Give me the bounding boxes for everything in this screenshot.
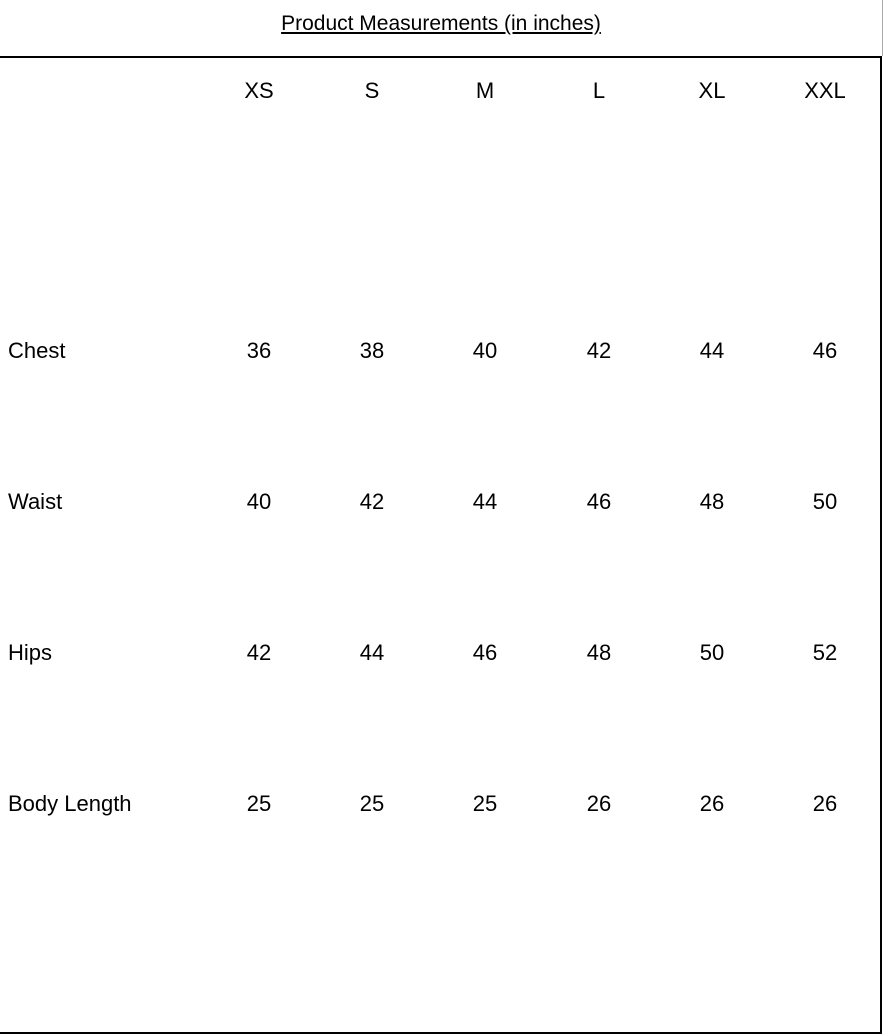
measurement-cell: 48: [699, 489, 725, 514]
measurement-cell: 40: [472, 338, 498, 363]
measurement-cell: 52: [812, 640, 838, 665]
row-label: Chest: [8, 338, 66, 363]
measurement-cell: 48: [586, 640, 612, 665]
measurement-cell: 25: [359, 791, 385, 816]
size-header-s: S: [364, 78, 380, 103]
measurement-cell: 40: [246, 489, 272, 514]
measurement-cell: 44: [359, 640, 385, 665]
measurement-cell: 46: [586, 489, 612, 514]
measurement-cell: 26: [812, 791, 838, 816]
title-area: Product Measurements (in inches): [0, 0, 883, 56]
measurement-cell: 36: [246, 338, 272, 363]
measurement-cell: 42: [246, 640, 272, 665]
measurement-cell: 50: [812, 489, 838, 514]
size-header-xs: XS: [244, 78, 274, 103]
size-header-l: L: [592, 78, 606, 103]
size-header-xxl: XXL: [804, 78, 846, 103]
measurement-cell: 26: [699, 791, 725, 816]
size-header-xl: XL: [698, 78, 726, 103]
measurement-cell: 42: [586, 338, 612, 363]
measurement-cell: 44: [472, 489, 498, 514]
table-title: Product Measurements (in inches): [281, 12, 601, 35]
measurement-cell: 46: [472, 640, 498, 665]
measurement-cell: 50: [699, 640, 725, 665]
measurement-cell: 46: [812, 338, 838, 363]
measurement-cell: 44: [699, 338, 725, 363]
measurement-cell: 42: [359, 489, 385, 514]
row-label: Hips: [8, 640, 53, 665]
size-header-m: M: [475, 78, 495, 103]
measurement-cell: 26: [586, 791, 612, 816]
measurement-cell: 38: [359, 338, 385, 363]
row-label: Waist: [8, 489, 63, 514]
row-label: Body Length: [8, 791, 132, 816]
measurement-cell: 25: [472, 791, 498, 816]
size-chart-table: XS S M L XL XXL Chest 36 38 40 42 44 46 Waist 40 42 44 46…: [0, 56, 882, 1034]
measurement-cell: 25: [246, 791, 272, 816]
